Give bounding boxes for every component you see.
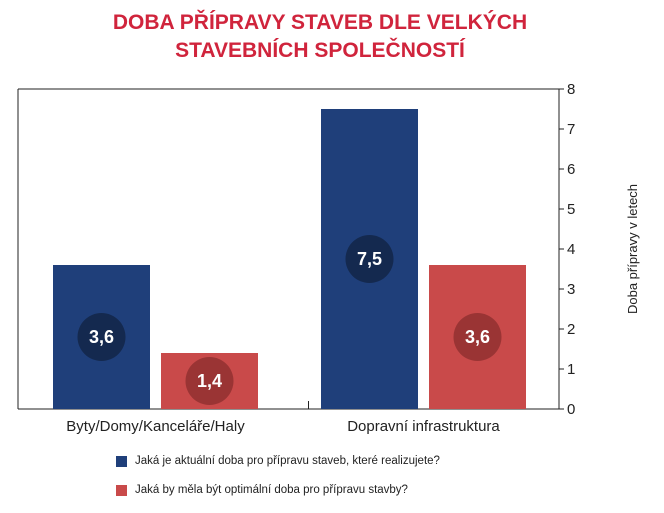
y-tick-label: 7 <box>567 121 575 138</box>
y-tick-label: 8 <box>567 81 575 98</box>
data-label: 7,5 <box>357 249 382 269</box>
legend-swatch-current <box>116 455 127 467</box>
data-label: 1,4 <box>197 371 222 391</box>
legend-label-optimal: Jaká by měla být optimální doba pro příp… <box>135 484 408 496</box>
legend-item-current: Jaká je aktuální doba pro přípravu stave… <box>116 455 440 467</box>
y-tick-label: 6 <box>567 161 575 178</box>
chart-title-line-1: DOBA PŘÍPRAVY STAVEB DLE VELKÝCH <box>112 11 528 34</box>
data-label-badge <box>77 313 126 361</box>
y-tick-label: 1 <box>567 361 575 378</box>
legend-item-optimal: Jaká by měla být optimální doba pro příp… <box>116 484 408 496</box>
data-label: 3,6 <box>465 327 490 347</box>
data-label-badge <box>185 357 234 405</box>
chart-title-line-2: STAVEBNÍCH SPOLEČNOSTÍ <box>175 39 465 62</box>
y-tick-label: 2 <box>567 321 575 338</box>
chart-title: DOBA PŘÍPRAVY STAVEB DLE VELKÝCH STAVEBN… <box>60 9 580 65</box>
x-category-label: Dopravní infrastruktura <box>347 418 500 435</box>
data-label: 3,6 <box>89 327 114 347</box>
y-tick-label: 5 <box>567 201 575 218</box>
y-tick-label: 4 <box>567 241 575 258</box>
x-category-label: Byty/Domy/Kanceláře/Haly <box>66 418 245 435</box>
y-tick-label: 3 <box>567 281 575 298</box>
data-label-badge <box>345 235 394 283</box>
y-tick-label: 0 <box>567 401 575 418</box>
data-label-badge <box>453 313 502 361</box>
legend-label-current: Jaká je aktuální doba pro přípravu stave… <box>135 455 440 467</box>
y-axis-title: Doba přípravy v letech <box>625 184 640 314</box>
legend-swatch-optimal <box>116 484 127 496</box>
